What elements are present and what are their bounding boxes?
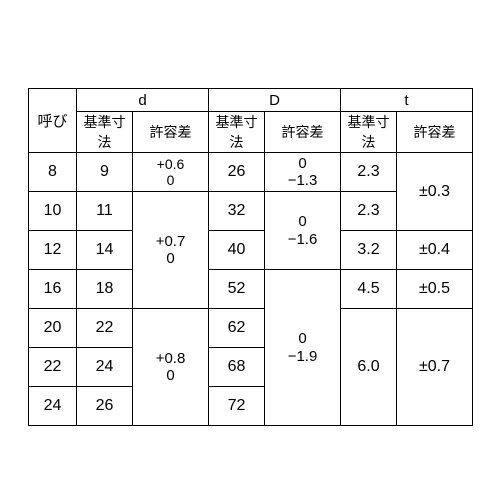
cell-t-kyoyo: ±0.3 — [397, 153, 473, 231]
cell-yobi: 20 — [29, 309, 77, 348]
table-row: 12 14 40 3.2 ±0.4 — [29, 231, 473, 270]
cell-D-kijun: 52 — [209, 270, 265, 309]
tol-text: +0.8 0 — [133, 350, 208, 385]
cell-d-kyoyo: +0.7 0 — [133, 192, 209, 309]
cell-D-kyoyo: 0 −1.3 — [265, 153, 341, 192]
cell-d-kijun: 9 — [77, 153, 133, 192]
cell-yobi: 16 — [29, 270, 77, 309]
header-t-kyoyo: 許容差 — [397, 112, 473, 153]
cell-yobi: 24 — [29, 387, 77, 426]
header-D: D — [209, 89, 341, 112]
cell-D-kijun: 40 — [209, 231, 265, 270]
cell-d-kyoyo: +0.8 0 — [133, 309, 209, 426]
cell-d-kijun: 22 — [77, 309, 133, 348]
header-D-kyoyo: 許容差 — [265, 112, 341, 153]
table-row: 8 9 +0.6 0 26 0 −1.3 2.3 ±0.3 — [29, 153, 473, 192]
tol-text: 0 −1.6 — [265, 213, 340, 248]
cell-t-kijun: 6.0 — [341, 309, 397, 426]
cell-d-kijun: 18 — [77, 270, 133, 309]
cell-yobi: 12 — [29, 231, 77, 270]
cell-D-kijun: 72 — [209, 387, 265, 426]
cell-D-kijun: 26 — [209, 153, 265, 192]
table-row: 16 18 52 0 −1.9 4.5 ±0.5 — [29, 270, 473, 309]
cell-yobi: 10 — [29, 192, 77, 231]
cell-D-kyoyo: 0 −1.9 — [265, 270, 341, 426]
header-d-kijun: 基準寸法 — [77, 112, 133, 153]
header-yobi: 呼び — [29, 89, 77, 153]
tol-text: +0.7 0 — [133, 233, 208, 268]
tol-text: +0.6 0 — [133, 156, 208, 188]
dimension-table: 呼び d D t 基準寸法 許容差 基準寸法 許容差 基準寸法 許容差 8 9 … — [28, 88, 473, 426]
header-row-2: 基準寸法 許容差 基準寸法 許容差 基準寸法 許容差 — [29, 112, 473, 153]
cell-t-kijun: 2.3 — [341, 192, 397, 231]
dimension-table-container: 呼び d D t 基準寸法 許容差 基準寸法 許容差 基準寸法 許容差 8 9 … — [28, 88, 472, 426]
cell-d-kyoyo: +0.6 0 — [133, 153, 209, 192]
cell-t-kijun: 2.3 — [341, 153, 397, 192]
cell-t-kyoyo: ±0.7 — [397, 309, 473, 426]
cell-d-kijun: 24 — [77, 348, 133, 387]
tol-text: 0 −1.9 — [265, 330, 340, 365]
cell-D-kijun: 68 — [209, 348, 265, 387]
header-t-kijun: 基準寸法 — [341, 112, 397, 153]
cell-D-kijun: 32 — [209, 192, 265, 231]
header-d-kyoyo: 許容差 — [133, 112, 209, 153]
header-D-kijun: 基準寸法 — [209, 112, 265, 153]
cell-d-kijun: 14 — [77, 231, 133, 270]
cell-d-kijun: 11 — [77, 192, 133, 231]
cell-D-kijun: 62 — [209, 309, 265, 348]
table-row: 20 22 +0.8 0 62 6.0 ±0.7 — [29, 309, 473, 348]
cell-t-kijun: 4.5 — [341, 270, 397, 309]
cell-t-kijun: 3.2 — [341, 231, 397, 270]
cell-yobi: 8 — [29, 153, 77, 192]
header-d: d — [77, 89, 209, 112]
cell-t-kyoyo: ±0.5 — [397, 270, 473, 309]
cell-d-kijun: 26 — [77, 387, 133, 426]
cell-t-kyoyo: ±0.4 — [397, 231, 473, 270]
tol-text: 0 −1.3 — [265, 155, 340, 190]
cell-yobi: 22 — [29, 348, 77, 387]
header-row-1: 呼び d D t — [29, 89, 473, 112]
cell-D-kyoyo: 0 −1.6 — [265, 192, 341, 270]
header-t: t — [341, 89, 473, 112]
